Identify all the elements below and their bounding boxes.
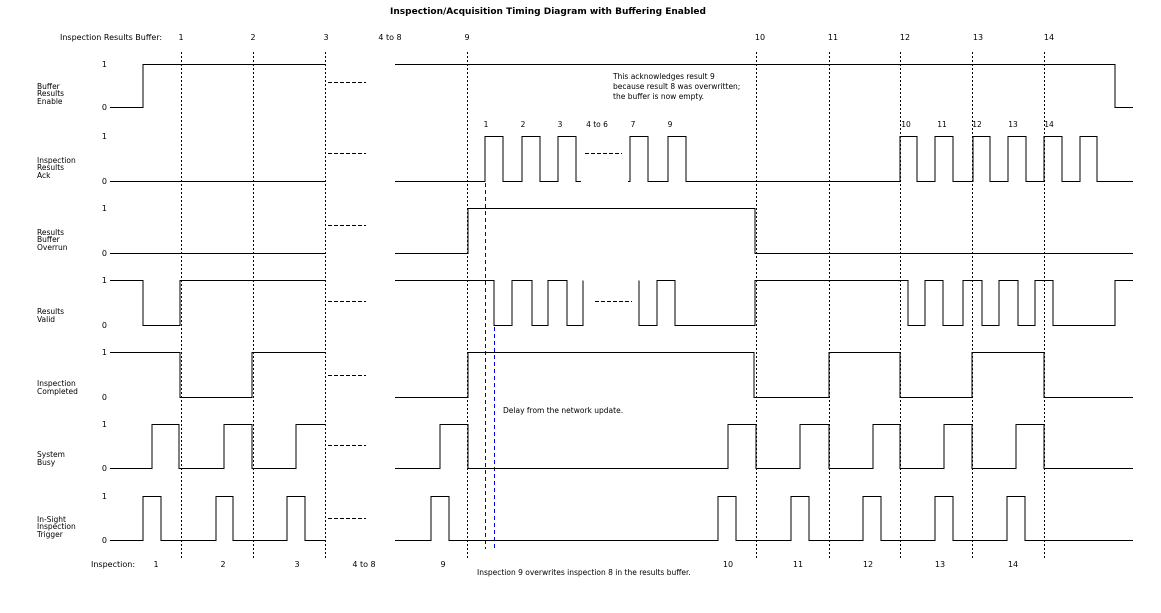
inspection-results-ack-wave (395, 136, 581, 182)
bottom-tick: 2 (220, 560, 226, 569)
buffer-results-enable-wave (395, 64, 1133, 108)
results-valid-level-low-label: 0 (101, 321, 107, 330)
bottom-axis-label: Inspection: (91, 560, 136, 569)
inspection-results-ack-label: Inspection Results Ack (37, 155, 76, 180)
inspection-results-ack-pulse-label: 14 (1044, 120, 1054, 129)
inspection-results-ack-pulse-label: 3 (557, 120, 563, 129)
buffer-results-enable-label: Buffer Results Enable (37, 81, 65, 106)
bottom-tick: 3 (294, 560, 300, 569)
bottom-tick: 13 (934, 560, 946, 569)
results-valid-wave (395, 280, 584, 326)
system-busy-wave (110, 424, 325, 469)
results-buffer-overrun-level-high-label: 1 (101, 204, 107, 213)
inspection-results-ack-wave (628, 136, 1133, 182)
inspection-completed-label: Inspection Completed (37, 379, 78, 396)
system-busy-level-low-label: 0 (101, 464, 107, 473)
insight-inspection-trigger-level-high-label: 1 (101, 492, 107, 501)
top-tick: 12 (899, 33, 911, 42)
delay-note: Delay from the network update. (503, 406, 624, 415)
bottom-tick: 11 (792, 560, 804, 569)
system-busy-wave (395, 424, 1133, 469)
inspection-results-ack-pulse-label: 11 (937, 120, 947, 129)
results-buffer-overrun-wave (395, 208, 1133, 254)
overwrite-note: Inspection 9 overwrites inspection 8 in … (477, 568, 691, 577)
top-tick: 2 (250, 33, 256, 42)
inspection-results-ack-pulse-label: 7 (630, 120, 636, 129)
top-axis-label: Inspection Results Buffer: (60, 33, 163, 42)
top-tick: 4 to 8 (378, 33, 402, 42)
bottom-tick: 12 (862, 560, 874, 569)
inspection-results-ack-pulse-label: 4 to 6 (586, 120, 608, 129)
insight-inspection-trigger-level-low-label: 0 (101, 536, 107, 545)
insight-inspection-trigger-label: In-Sight Inspection Trigger (37, 514, 76, 539)
results-valid-label: Results Valid (37, 307, 65, 324)
results-valid-wave (110, 280, 325, 326)
buffer-results-enable-level-high-label: 1 (101, 60, 107, 69)
system-busy-level-high-label: 1 (101, 420, 107, 429)
top-tick: 14 (1043, 33, 1055, 42)
top-tick: 13 (972, 33, 984, 42)
results-buffer-overrun-level-low-label: 0 (101, 249, 107, 258)
bottom-tick: 9 (440, 560, 446, 569)
inspection-results-ack-pulse-label: 1 (483, 120, 489, 129)
top-tick: 3 (323, 33, 329, 42)
insight-inspection-trigger-wave (395, 496, 1133, 541)
inspection-results-ack-pulse-label: 12 (972, 120, 982, 129)
buffer-results-enable-wave (110, 64, 325, 108)
page-title: Inspection/Acquisition Timing Diagram wi… (390, 7, 706, 17)
buffer-results-enable-level-low-label: 0 (101, 103, 107, 112)
inspection-results-ack-pulse-label: 2 (520, 120, 526, 129)
insight-inspection-trigger-wave (110, 496, 325, 541)
results-buffer-overrun-label: Results Buffer Overrun (37, 227, 68, 252)
bottom-tick: 14 (1007, 560, 1019, 569)
results-valid-wave (638, 280, 1133, 326)
inspection-results-ack-pulse-label: 9 (667, 120, 673, 129)
inspection-results-ack-level-high-label: 1 (101, 132, 107, 141)
top-tick: 1 (178, 33, 184, 42)
results-valid-level-high-label: 1 (101, 276, 107, 285)
ack-note: This acknowledges result 9 because result… (613, 72, 741, 101)
top-tick: 11 (827, 33, 839, 42)
inspection-completed-wave (110, 352, 325, 398)
inspection-results-ack-pulse-label: 13 (1008, 120, 1018, 129)
inspection-results-ack-level-low-label: 0 (101, 177, 107, 186)
bottom-tick: 1 (153, 560, 159, 569)
top-tick: 10 (754, 33, 766, 42)
inspection-completed-level-high-label: 1 (101, 348, 107, 357)
bottom-tick: 10 (722, 560, 734, 569)
bottom-tick: 4 to 8 (352, 560, 376, 569)
inspection-completed-level-low-label: 0 (101, 393, 107, 402)
top-tick: 9 (464, 33, 470, 42)
inspection-completed-wave (395, 352, 1133, 398)
system-busy-label: System Busy (37, 450, 65, 467)
inspection-results-ack-pulse-label: 10 (901, 120, 911, 129)
